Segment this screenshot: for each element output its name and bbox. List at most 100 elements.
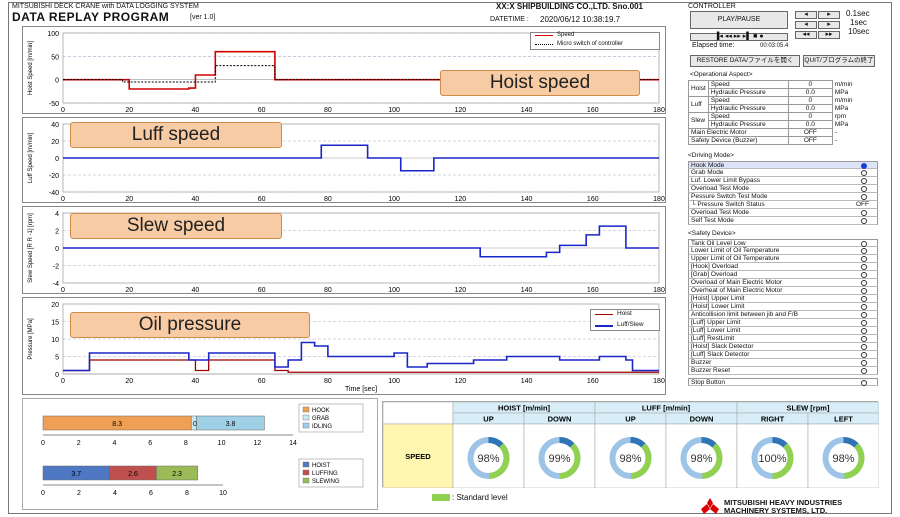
quit-button[interactable]: QUIT/プログラムの終了: [803, 55, 875, 67]
safety-device-title: <Safety Device>: [688, 230, 736, 237]
row-name: Speed: [707, 112, 789, 121]
step-back-0-1-button[interactable]: ◂: [795, 11, 817, 19]
luff-chart-panel: -40 -20 0 20 40 0 20 40 60 80 100 120 140 160 180 Luff …: [22, 117, 666, 203]
y-tick-label: 40: [51, 122, 59, 129]
sub-header: LEFT: [834, 415, 853, 424]
row-name: Hydraulic Pressure: [707, 104, 789, 113]
driving-mode-item[interactable]: Luf. Lower Limit Bypass: [688, 177, 878, 185]
driving-mode-label: └ Pressure Switch Status: [691, 201, 765, 208]
driving-mode-item[interactable]: Pessure Switch Test Mode: [688, 193, 878, 201]
series-line: [63, 341, 659, 372]
status-indicator: [861, 352, 867, 358]
y-axis-label: Luff Speed [m/min]: [28, 133, 34, 184]
step-back-1-button[interactable]: ◂: [795, 21, 817, 29]
slew-speed-tag: Slew speed: [70, 213, 282, 239]
shipyard-label: XX:X SHIPBUILDING CO.,LTD. Sno.001: [496, 2, 643, 11]
radio-indicator: [861, 186, 867, 192]
status-indicator: [861, 280, 867, 286]
gauge-standard-arc: [701, 443, 723, 479]
driving-mode-label: Pessure Switch Test Mode: [691, 193, 768, 200]
x-tick-label: 2: [77, 440, 81, 447]
y-axis-label: Slew Speed [R R -1] [rpm]: [28, 213, 34, 283]
transport-buttons[interactable]: ▐◂ ◂◂ ▸▸ ▸▌ ■ ●: [690, 33, 788, 41]
gauge-value: 100%: [758, 453, 786, 465]
safety-device-label: Overload of Main Electric Motor: [691, 279, 783, 286]
gauge-standard-arc: [488, 443, 510, 479]
status-indicator: [861, 248, 867, 254]
legend-label: LUFFING: [312, 471, 338, 477]
row-name: Speed: [707, 96, 789, 105]
driving-mode-item[interactable]: └ Pressure Switch Status OFF: [688, 201, 878, 209]
row-unit: MPa: [834, 89, 849, 96]
group-header: HOIST [m/min]: [498, 404, 551, 413]
version-label: [ver 1.0]: [190, 14, 216, 21]
x-tick-label: 120: [454, 107, 466, 114]
group-header: LUFF [m/min]: [642, 404, 691, 413]
motion-bar-label: 2.6: [128, 471, 138, 478]
x-tick-label: 8: [184, 440, 188, 447]
group-slew: Slew: [688, 112, 709, 129]
safety-device-label: [Hoist] Slack Detector: [691, 343, 754, 350]
y-tick-label: 20: [51, 302, 59, 309]
series-line: [63, 359, 659, 373]
hoist-speed-tag: Hoist speed: [440, 70, 640, 96]
oil-pressure-chart: 0 5 10 15 20 0 20 40 60 80 100 120 140 160 180 Pressure…: [28, 302, 665, 393]
x-tick-label: 100: [388, 378, 400, 385]
mode-bar-label: 8.3: [112, 421, 122, 428]
table-row: Hydraulic Pressure 0.0 MPa: [689, 120, 856, 129]
legend-speed-label: Speed: [557, 32, 575, 38]
stop-button-row: Stop Button: [688, 378, 878, 386]
driving-mode-item[interactable]: Overload Test Mode: [688, 185, 878, 193]
row-value: OFF: [787, 136, 833, 145]
safety-device-item: Upper Limit of Oil Temperature: [688, 255, 878, 263]
gauge-value: 98%: [690, 453, 712, 465]
safety-device-item: [Luff] Lower Limit: [688, 327, 878, 335]
x-tick-label: 6: [148, 440, 152, 447]
safety-device-label: [Luff] RestLimit: [691, 335, 735, 342]
driving-mode-item[interactable]: Grab Mode: [688, 169, 878, 177]
play-pause-button[interactable]: PLAY/PAUSE: [690, 11, 788, 29]
status-indicator: [861, 312, 867, 318]
radio-indicator: [861, 163, 867, 169]
legend-luffslew-label: Luff/Slew: [617, 321, 644, 328]
elapsed-label: Elapsed time:: [692, 42, 735, 49]
row-unit: -: [834, 137, 837, 144]
driving-mode-item[interactable]: Hook Mode: [688, 161, 878, 169]
luff-speed-tag: Luff speed: [70, 122, 282, 148]
row-unit: rpm: [834, 113, 847, 120]
gauge-value-arc: [701, 437, 717, 448]
restore-data-button[interactable]: RESTORE DATA/ファイルを開く: [690, 55, 800, 67]
x-tick-label: 180: [653, 196, 665, 203]
driving-mode-label: Overload Test Mode: [691, 209, 750, 216]
legend-label: HOIST: [312, 463, 331, 469]
status-indicator: [861, 360, 867, 366]
series-line: [63, 65, 659, 83]
operational-table: Hoist Speed 0 m/min Hydraulic Pressure 0.0 MP…: [688, 80, 856, 145]
status-indicator: [861, 272, 867, 278]
driving-mode-item[interactable]: Overload Test Mode: [688, 209, 878, 217]
radio-indicator: [861, 218, 867, 224]
standard-level-swatch: [432, 494, 450, 501]
safety-device-label: [Grab] Overload: [691, 271, 738, 278]
row-name: Main Electric Motor: [688, 128, 789, 137]
step-back-10-button[interactable]: ◂◂: [795, 31, 817, 39]
step-fwd-10-button[interactable]: ▸▸: [818, 31, 840, 39]
step-fwd-1-button[interactable]: ▸: [818, 21, 840, 29]
safety-device-label: Buzzer: [691, 359, 712, 366]
x-tick-label: 140: [521, 107, 533, 114]
step-fwd-0-1-button[interactable]: ▸: [818, 11, 840, 19]
x-tick-label: 80: [324, 107, 332, 114]
company-line2: MACHINERY SYSTEMS, LTD.: [724, 506, 828, 515]
safety-device-item: [Hoist] Slack Detector: [688, 343, 878, 351]
app-frame: [8, 2, 892, 514]
y-tick-label: 100: [47, 31, 59, 38]
row-unit: m/min: [834, 81, 853, 88]
row-value: 0.0: [787, 120, 833, 129]
safety-device-item: [Grab] Overload: [688, 271, 878, 279]
safety-device-label: [Hoist] Lower Limit: [691, 303, 745, 310]
x-tick-label: 160: [587, 287, 599, 294]
step-label-1: 1sec: [850, 18, 867, 27]
driving-mode-item[interactable]: Self Test Mode: [688, 217, 878, 225]
safety-device-item: Buzzer Reset: [688, 367, 878, 375]
